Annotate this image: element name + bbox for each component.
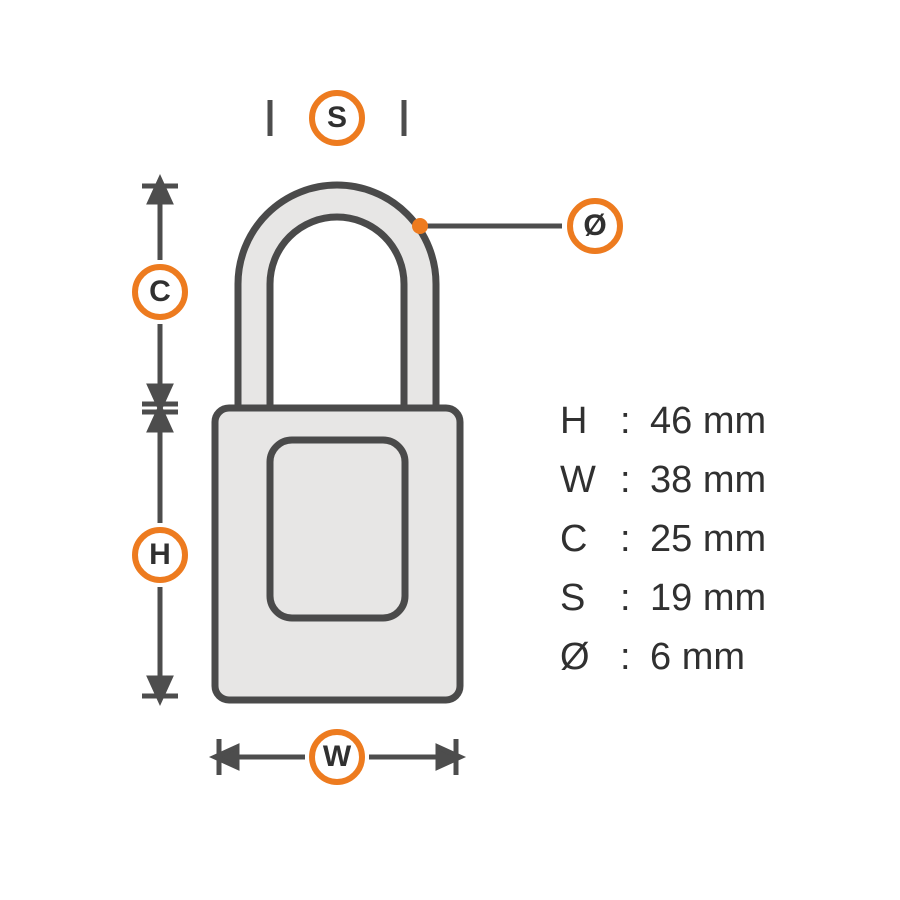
- spec-value: 25 mm: [650, 510, 766, 569]
- diagram-canvas: S C H W Ø H : 46 mm W : 38 mm C : 25 mm …: [0, 0, 900, 900]
- badge-diameter-label: Ø: [583, 209, 606, 243]
- spec-value: 38 mm: [650, 451, 766, 510]
- spec-key: C: [560, 510, 620, 569]
- spec-key: S: [560, 569, 620, 628]
- badge-w-label: W: [323, 740, 351, 774]
- badge-h: H: [132, 527, 188, 583]
- spec-colon: :: [620, 392, 650, 451]
- padlock-body: [215, 408, 460, 700]
- specs-table: H : 46 mm W : 38 mm C : 25 mm S : 19 mm …: [560, 392, 766, 686]
- spec-value: 6 mm: [650, 628, 745, 687]
- spec-colon: :: [620, 569, 650, 628]
- leader-diameter: [412, 218, 562, 234]
- spec-row: C : 25 mm: [560, 510, 766, 569]
- spec-colon: :: [620, 628, 650, 687]
- badge-c: C: [132, 264, 188, 320]
- spec-colon: :: [620, 451, 650, 510]
- shackle: [238, 185, 436, 408]
- spec-row: H : 46 mm: [560, 392, 766, 451]
- spec-row: S : 19 mm: [560, 569, 766, 628]
- badge-h-label: H: [149, 538, 171, 572]
- spec-key: W: [560, 451, 620, 510]
- spec-row: Ø : 6 mm: [560, 628, 766, 687]
- badge-diameter: Ø: [567, 198, 623, 254]
- spec-row: W : 38 mm: [560, 451, 766, 510]
- spec-key: Ø: [560, 628, 620, 687]
- spec-colon: :: [620, 510, 650, 569]
- badge-s: S: [309, 90, 365, 146]
- badge-w: W: [309, 729, 365, 785]
- spec-value: 46 mm: [650, 392, 766, 451]
- spec-value: 19 mm: [650, 569, 766, 628]
- badge-c-label: C: [149, 275, 171, 309]
- badge-s-label: S: [327, 101, 347, 135]
- spec-key: H: [560, 392, 620, 451]
